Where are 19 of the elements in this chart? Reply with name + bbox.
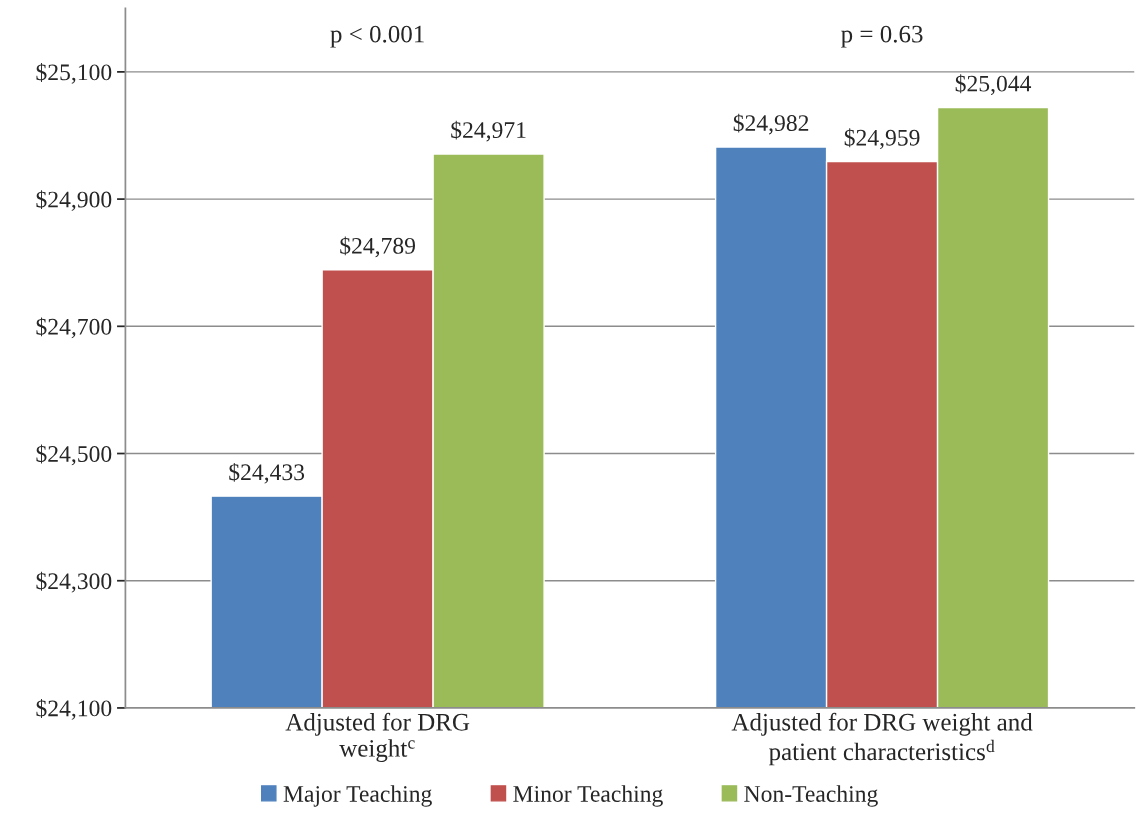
annotation: p = 0.63 (841, 25, 923, 48)
data-label: $24,971 (451, 120, 526, 142)
annotation: p < 0.001 (330, 25, 424, 48)
y-tick-label: $24,100 (36, 699, 112, 720)
y-tick-label: $24,300 (36, 571, 112, 593)
data-label: $24,959 (844, 128, 920, 150)
legend-label: Major Teaching (283, 785, 432, 807)
legend-label: Minor Teaching (513, 785, 663, 807)
legend-label: Non-Teaching (744, 785, 878, 807)
data-label: $24,433 (229, 462, 305, 484)
data-label: $25,044 (955, 74, 1032, 95)
y-tick-label: $24,700 (36, 317, 112, 339)
x-tick-label: Adjusted for DRG weight and patient characteristics$^{d}$ (731, 712, 1033, 766)
data-label: $24,789 (340, 236, 416, 258)
data-label: $24,982 (733, 113, 809, 135)
y-tick-label: $24,500 (36, 444, 112, 466)
y-tick-label: $24,900 (36, 190, 112, 211)
x-tick-label: Adjusted for DRG weight$^{c}$ (285, 712, 470, 762)
y-tick-label: $25,100 (36, 62, 112, 84)
